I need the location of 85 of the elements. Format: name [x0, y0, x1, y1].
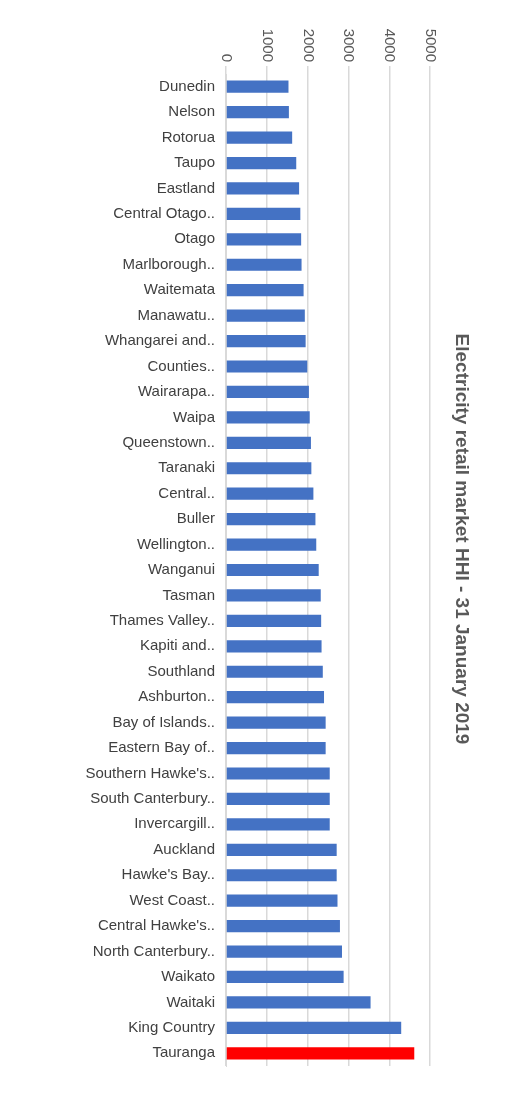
- y-tick-label: Bay of Islands..: [112, 712, 215, 730]
- y-tick-label: Auckland: [153, 839, 215, 857]
- y-tick-label: Otago: [174, 229, 215, 247]
- bar: [226, 436, 311, 449]
- bar: [226, 309, 305, 322]
- x-tick-label: 1000: [259, 28, 277, 62]
- y-tick-label: Manawatu..: [137, 305, 215, 323]
- y-tick-label: Hawke's Bay..: [121, 865, 215, 883]
- bar: [226, 284, 304, 297]
- y-tick-label: Waitemata: [143, 280, 216, 298]
- bar: [226, 538, 317, 551]
- y-tick-label: Whangarei and..: [104, 331, 215, 349]
- y-tick-label: Taupo: [174, 153, 215, 171]
- bar: [226, 589, 321, 602]
- x-tick-label: 3000: [341, 28, 359, 62]
- x-tick-label: 2000: [300, 28, 318, 62]
- y-tick-label: Waitaki: [166, 992, 215, 1010]
- y-tick-label: Waipa: [173, 407, 216, 425]
- bar: [226, 741, 326, 755]
- y-tick-label: Waikato: [161, 967, 215, 985]
- y-tick-label: Buller: [176, 509, 215, 527]
- y-tick-label: Central Otago..: [113, 204, 215, 222]
- y-tick-label: Thames Valley..: [109, 611, 215, 629]
- bar: [226, 818, 330, 831]
- x-tick-label: 4000: [382, 28, 400, 62]
- x-tick-label: 5000: [423, 28, 441, 62]
- bar: [226, 487, 314, 500]
- y-tick-label: Eastern Bay of..: [108, 738, 215, 756]
- bar: [226, 385, 309, 399]
- y-tick-label: Invercargill..: [134, 814, 215, 832]
- bar: [226, 156, 297, 170]
- bar: [226, 563, 319, 577]
- bar: [226, 411, 310, 424]
- bar: [226, 792, 330, 806]
- bar: [226, 640, 322, 653]
- x-tick-label: 0: [218, 53, 236, 62]
- y-tick-label: Central..: [158, 483, 215, 501]
- bar: [226, 233, 302, 246]
- y-tick-label: Ashburton..: [138, 687, 215, 705]
- y-tick-label: Nelson: [168, 102, 215, 120]
- bar: [226, 869, 337, 882]
- bar: [226, 360, 308, 373]
- bar: [226, 258, 302, 271]
- bar: [226, 182, 300, 195]
- bar: [226, 131, 293, 144]
- y-tick-label: Southern Hawke's..: [85, 763, 215, 781]
- y-tick-label: Rotorua: [161, 127, 216, 145]
- bar: [226, 843, 337, 856]
- y-tick-label: West Coast..: [129, 890, 215, 908]
- bar: [226, 665, 323, 678]
- bar: [226, 996, 371, 1009]
- y-tick-label: Central Hawke's..: [97, 916, 215, 934]
- y-tick-label: South Canterbury..: [90, 789, 215, 807]
- y-tick-label: North Canterbury..: [92, 941, 215, 959]
- y-tick-label: Queenstown..: [122, 432, 215, 450]
- bar: [226, 106, 289, 119]
- bar: [226, 945, 342, 958]
- y-tick-label: Wanganui: [148, 560, 215, 578]
- bar: [226, 920, 340, 933]
- bar: [226, 80, 289, 93]
- bar: [226, 716, 326, 729]
- bar: [226, 462, 312, 475]
- y-tick-label: Southland: [147, 661, 215, 679]
- bar: [226, 1047, 415, 1060]
- y-tick-label: Counties..: [147, 356, 215, 374]
- y-tick-label: Wellington..: [136, 534, 215, 552]
- bar: [226, 513, 316, 526]
- y-tick-label: Tauranga: [152, 1043, 216, 1061]
- y-tick-label: Tasman: [162, 585, 215, 603]
- bar: [226, 970, 344, 984]
- bar: [226, 1021, 402, 1034]
- bar: [226, 207, 301, 220]
- y-tick-label: Eastland: [156, 178, 215, 196]
- y-tick-label: Wairarapa..: [138, 382, 215, 400]
- y-tick-label: King Country: [128, 1017, 216, 1035]
- y-tick-label: Marlborough..: [122, 254, 215, 272]
- bar: [226, 767, 330, 780]
- text: Electricity retail market HHI - 31 January 2019: [452, 333, 474, 745]
- bar: [226, 894, 338, 907]
- bar: [226, 334, 306, 348]
- bar: [226, 691, 325, 704]
- y-tick-label: Dunedin: [159, 76, 215, 94]
- y-tick-label: Kapiti and..: [139, 636, 215, 654]
- bar: [226, 614, 322, 627]
- y-tick-label: Taranaki: [158, 458, 215, 476]
